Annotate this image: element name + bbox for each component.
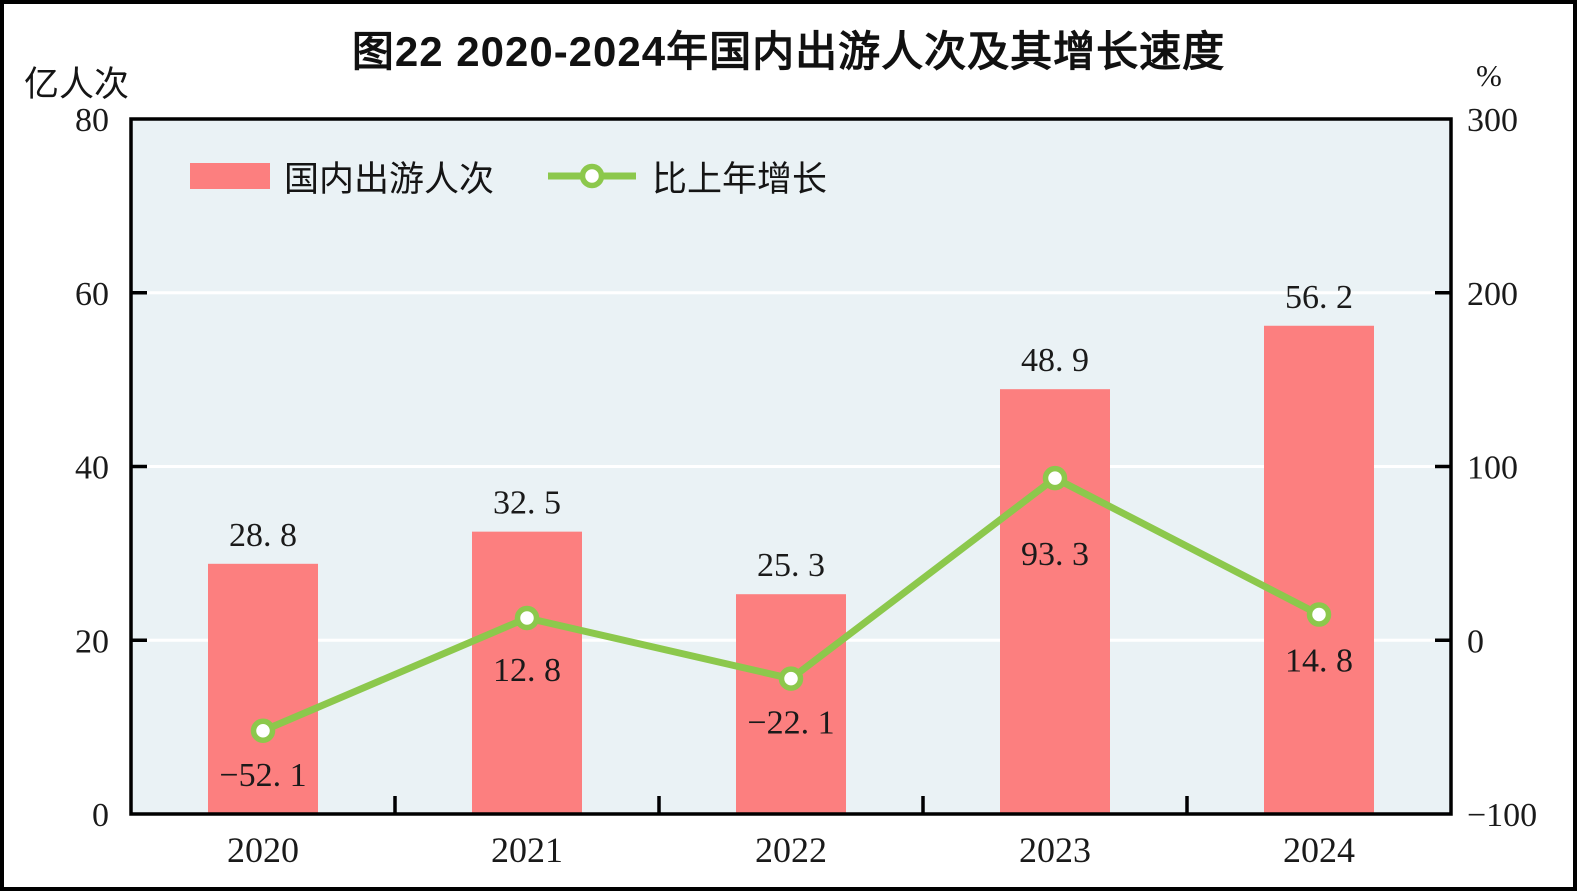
legend-line-label: 比上年增长 (652, 159, 828, 199)
right-tick-label: −100 (1467, 797, 1537, 834)
right-tick-label: 300 (1467, 102, 1518, 139)
line-marker-2022 (778, 666, 804, 691)
x-category-label: 2021 (491, 830, 563, 870)
line-marker-2021 (514, 605, 540, 631)
right-tick-label: 0 (1467, 623, 1484, 660)
left-tick-label: 0 (92, 797, 109, 834)
line-value-label: 93. 3 (1021, 536, 1089, 573)
bar-value-label: 48. 9 (1021, 342, 1089, 379)
bar-2021 (472, 531, 582, 814)
line-value-label: 12. 8 (493, 652, 561, 689)
chart-title: 图22 2020-2024年国内出游人次及其增长速度 (351, 28, 1226, 75)
chart-canvas: 28. 8 32. 5 25. 3 48. 9 56. 2 −52. 1 12. 8 −22.… (75, 102, 1537, 870)
bar-value-label: 56. 2 (1285, 279, 1353, 316)
x-category-label: 2022 (755, 830, 827, 870)
right-tick-label: 100 (1467, 450, 1518, 487)
bar-value-label: 28. 8 (229, 517, 297, 554)
right-axis-unit: % (1476, 58, 1502, 93)
x-category-label: 2024 (1283, 830, 1355, 870)
plot-frame (129, 117, 1453, 816)
line-value-label: −22. 1 (747, 705, 834, 742)
bar-2022 (736, 594, 846, 814)
legend-bar-swatch-icon (190, 163, 270, 189)
line-value-label: −52. 1 (219, 757, 306, 794)
bar-2024 (1264, 325, 1374, 814)
bar-value-label: 25. 3 (757, 547, 825, 584)
legend-bar-label: 国内出游人次 (284, 159, 495, 199)
line-marker-2023 (1042, 465, 1068, 491)
bar-2020 (208, 563, 318, 814)
legend-line-marker-icon (548, 163, 637, 189)
left-axis-unit: 亿人次 (24, 65, 130, 104)
x-category-label: 2020 (227, 830, 299, 870)
line-marker-2024 (1306, 602, 1332, 627)
x-category-label: 2023 (1019, 830, 1091, 870)
left-tick-label: 20 (75, 623, 109, 660)
bar-value-label: 32. 5 (493, 485, 561, 522)
left-tick-label: 40 (75, 450, 109, 487)
line-value-label: 14. 8 (1285, 643, 1353, 680)
bar-2023 (1000, 389, 1110, 814)
legend: 国内出游人次 比上年增长 (190, 154, 827, 199)
left-tick-label: 80 (75, 102, 109, 139)
right-tick-label: 200 (1467, 276, 1518, 313)
line-marker-2020 (250, 718, 276, 744)
left-tick-label: 60 (75, 276, 109, 313)
